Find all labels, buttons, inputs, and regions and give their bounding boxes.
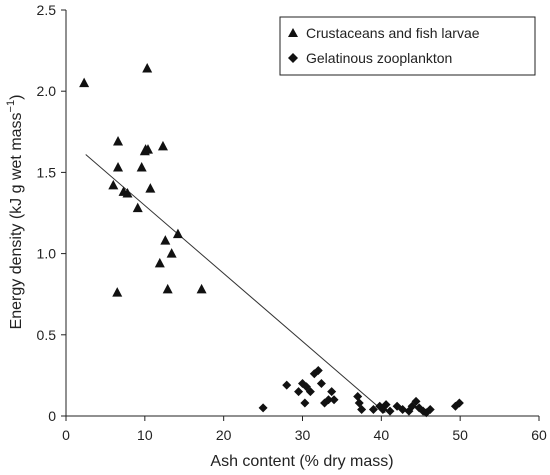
x-tick-label: 10 — [137, 427, 153, 443]
crustacean-point — [122, 188, 133, 198]
gelatinous-point — [411, 396, 421, 406]
legend-triangle-icon — [288, 28, 298, 37]
gelatinous-point — [425, 405, 435, 415]
legend-diamond-icon — [288, 53, 298, 63]
y-axis-title-superscript: −1 — [5, 100, 17, 113]
gelatinous-point — [305, 387, 315, 397]
y-axis-title-close: ) — [8, 95, 25, 100]
legend: Crustaceans and fish larvae Gelatinous z… — [279, 16, 536, 76]
crustacean-point — [113, 136, 124, 146]
crustacean-point — [166, 248, 177, 258]
crustacean-point — [162, 283, 173, 294]
legend-label-gelatinous: Gelatinous zooplankton — [306, 50, 452, 66]
legend-box — [279, 16, 536, 76]
legend-label-crustaceans: Crustaceans and fish larvae — [306, 25, 480, 41]
gelatinous-point — [398, 405, 408, 415]
crustacean-point — [79, 77, 90, 88]
y-tick-labels: 0 0.5 1.0 1.5 2.0 2.5 — [37, 2, 57, 424]
x-tick-labels: 0 10 20 30 40 50 60 — [62, 427, 547, 443]
crustacean-point — [132, 202, 143, 213]
x-tick-label: 40 — [374, 427, 390, 443]
crustacean-point — [154, 257, 165, 268]
y-tick-label: 1.0 — [37, 246, 57, 262]
trendline — [85, 154, 386, 414]
gelatinous-point — [381, 400, 391, 410]
gelatinous-point — [368, 405, 378, 415]
crustacean-point — [139, 145, 150, 156]
x-tick-label: 30 — [295, 427, 311, 443]
y-tick-label: 2.0 — [37, 83, 57, 99]
x-tick-label: 50 — [452, 427, 468, 443]
gelatinous-point — [258, 403, 268, 413]
y-tick-label: 0 — [48, 408, 56, 424]
y-axis-title-main: Energy density (kJ g wet mass — [8, 112, 25, 329]
crustacean-point — [113, 162, 124, 172]
y-tick-label: 0.5 — [37, 327, 57, 343]
gelatinous-point — [454, 398, 464, 408]
gelatinous-point — [329, 395, 339, 405]
crustacean-point — [172, 228, 183, 239]
y-tick-label: 1.5 — [37, 164, 57, 180]
crustacean-point — [142, 62, 153, 73]
crustacean-point — [145, 183, 156, 193]
gelatinous-point — [282, 380, 292, 390]
gelatinous-point — [353, 392, 363, 402]
x-tick-label: 0 — [62, 427, 70, 443]
x-tick-label: 60 — [531, 427, 547, 443]
gelatinous-point — [327, 387, 337, 397]
gelatinous-point — [324, 395, 334, 405]
y-tick-label: 2.5 — [37, 2, 57, 18]
gelatinous-point — [357, 405, 367, 415]
crustacean-point — [160, 235, 171, 245]
gelatinous-point — [300, 398, 310, 408]
gelatinous-point — [294, 387, 304, 397]
gelatinous-point — [313, 366, 323, 376]
gelatinous-point — [316, 379, 326, 389]
crustacean-point — [196, 283, 207, 294]
data-points — [79, 62, 464, 418]
crustacean-point — [108, 179, 119, 190]
crustacean-point — [157, 140, 168, 151]
crustacean-point — [112, 287, 123, 297]
x-axis-title: Ash content (% dry mass) — [210, 453, 393, 470]
trendline-group — [85, 154, 386, 414]
tick-marks — [61, 9, 540, 421]
crustacean-point — [136, 162, 147, 172]
x-tick-label: 20 — [216, 427, 232, 443]
gelatinous-point — [385, 406, 395, 416]
y-axis-title: Energy density (kJ g wet mass−1) — [5, 95, 25, 330]
